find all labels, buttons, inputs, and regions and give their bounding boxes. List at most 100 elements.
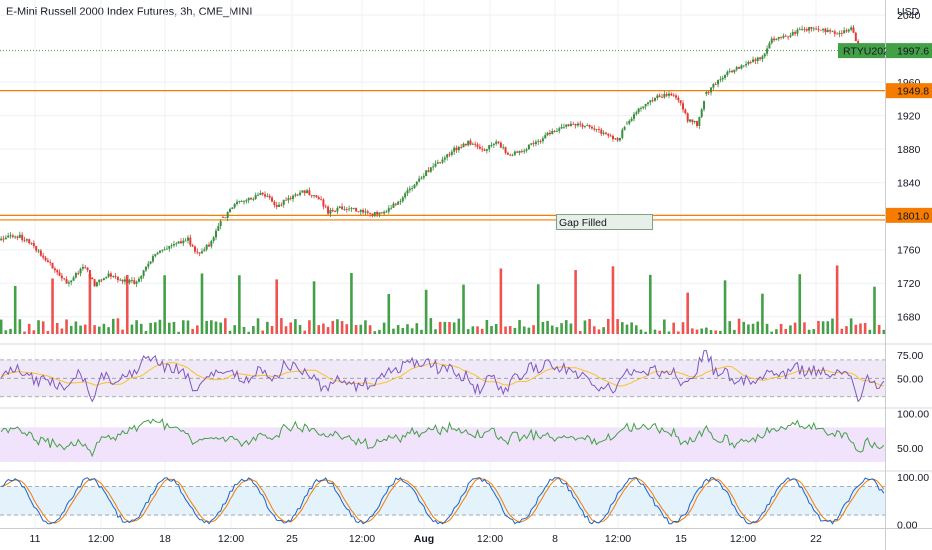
candle-body-191 [446, 154, 449, 158]
candle-body-359 [838, 32, 841, 34]
volume-bar-88 [205, 320, 208, 334]
candle-body-142 [331, 210, 334, 212]
candle-body-130 [303, 190, 306, 194]
candle-body-317 [740, 65, 743, 69]
candle-body-362 [845, 30, 848, 32]
rsi-ma-line [0, 362, 884, 387]
candle-body-176 [411, 188, 414, 189]
candle-body-316 [738, 67, 741, 69]
candle-body-299 [698, 116, 701, 126]
candle-body-267 [623, 126, 626, 130]
candle-body-145 [338, 206, 341, 209]
candle-body-212 [495, 141, 498, 144]
candle-body-48 [112, 276, 115, 278]
candle-body-318 [742, 65, 745, 67]
candle-body-325 [759, 57, 762, 60]
candle-body-81 [189, 237, 192, 246]
candle-body-257 [600, 129, 603, 134]
candle-body-87 [203, 249, 206, 252]
candle-body-99 [231, 207, 234, 210]
candle-body-283 [660, 96, 663, 98]
volume-bar-304 [709, 330, 713, 334]
candle-body-238 [555, 130, 558, 132]
candle-body-59 [137, 278, 140, 282]
volume-bar-70 [163, 275, 166, 334]
stoch-tick-0: 0.00 [897, 520, 918, 532]
price-tick-0: 2040 [897, 10, 921, 22]
volume-bar-94 [219, 322, 222, 334]
volume-bar-356 [831, 318, 834, 334]
time-tick-12: 22 [810, 533, 822, 545]
candle-body-281 [656, 95, 659, 98]
volume-bar-48 [111, 318, 115, 334]
candle-body-186 [434, 163, 437, 167]
candle-body-137 [320, 199, 323, 201]
candle-body-74 [172, 244, 175, 246]
volume-bar-156 [364, 320, 367, 334]
volume-bar-268 [625, 324, 629, 334]
volume-bar-84 [196, 325, 199, 334]
volume-bar-378 [882, 329, 886, 334]
candle-body-201 [469, 140, 472, 145]
candle-body-36 [84, 266, 87, 268]
candle-body-173 [404, 193, 407, 198]
candle-body-128 [299, 192, 302, 195]
candle-body-341 [796, 29, 799, 34]
candle-body-67 [156, 252, 159, 255]
candle-body-19 [44, 257, 47, 261]
candle-body-242 [565, 124, 568, 127]
time-tick-11: 12:00 [730, 533, 756, 545]
candle-body-189 [441, 159, 444, 163]
candle-body-103 [240, 201, 243, 202]
candle-body-6 [14, 236, 17, 238]
volume-bar-302 [705, 327, 708, 334]
time-tick-1: 12:00 [88, 533, 114, 545]
candle-body-102 [238, 201, 241, 202]
candle-body-261 [609, 135, 612, 137]
candle-body-266 [621, 129, 624, 138]
volume-bar-34 [79, 325, 82, 334]
volume-bar-238 [555, 327, 559, 334]
candle-body-301 [703, 101, 706, 110]
volume-bar-136 [317, 325, 321, 334]
volume-bar-6 [13, 285, 17, 334]
candle-body-47 [109, 273, 112, 277]
candle-body-206 [481, 148, 484, 150]
candle-body-23 [53, 268, 56, 271]
candle-body-109 [254, 195, 257, 199]
volume-bar-110 [256, 318, 260, 334]
candle-body-304 [710, 87, 713, 93]
candle-body-280 [653, 97, 656, 101]
candle-body-138 [322, 199, 325, 207]
candle-body-12 [28, 239, 31, 244]
candle-body-162 [378, 212, 381, 215]
candle-body-250 [583, 125, 586, 127]
volume-bar-350 [817, 320, 820, 334]
candle-body-116 [271, 197, 274, 202]
candle-body-172 [401, 197, 404, 202]
level-axis-badge-0 [886, 83, 932, 99]
candle-body-236 [551, 131, 554, 135]
volume-bar-190 [443, 321, 447, 334]
candle-body-328 [766, 48, 769, 54]
volume-bar-204 [476, 326, 479, 334]
candle-body-76 [177, 241, 180, 244]
candle-body-225 [525, 149, 528, 151]
candle-body-260 [607, 133, 610, 136]
volume-bar-112 [261, 330, 264, 334]
candle-body-343 [801, 28, 804, 30]
volume-bar-240 [560, 323, 563, 334]
volume-bar-192 [448, 322, 451, 334]
last-price-badge [886, 43, 932, 59]
volume-bar-308 [719, 330, 722, 334]
volume-bar-198 [462, 284, 465, 334]
candle-body-275 [642, 106, 645, 109]
volume-bar-260 [606, 318, 610, 334]
volume-bar-86 [200, 273, 204, 334]
volume-bar-126 [294, 319, 297, 334]
candle-body-9 [21, 234, 24, 240]
ind2-tick-50: 50.00 [897, 443, 923, 455]
candle-body-150 [350, 208, 353, 209]
time-tick-6: Aug [414, 533, 434, 545]
